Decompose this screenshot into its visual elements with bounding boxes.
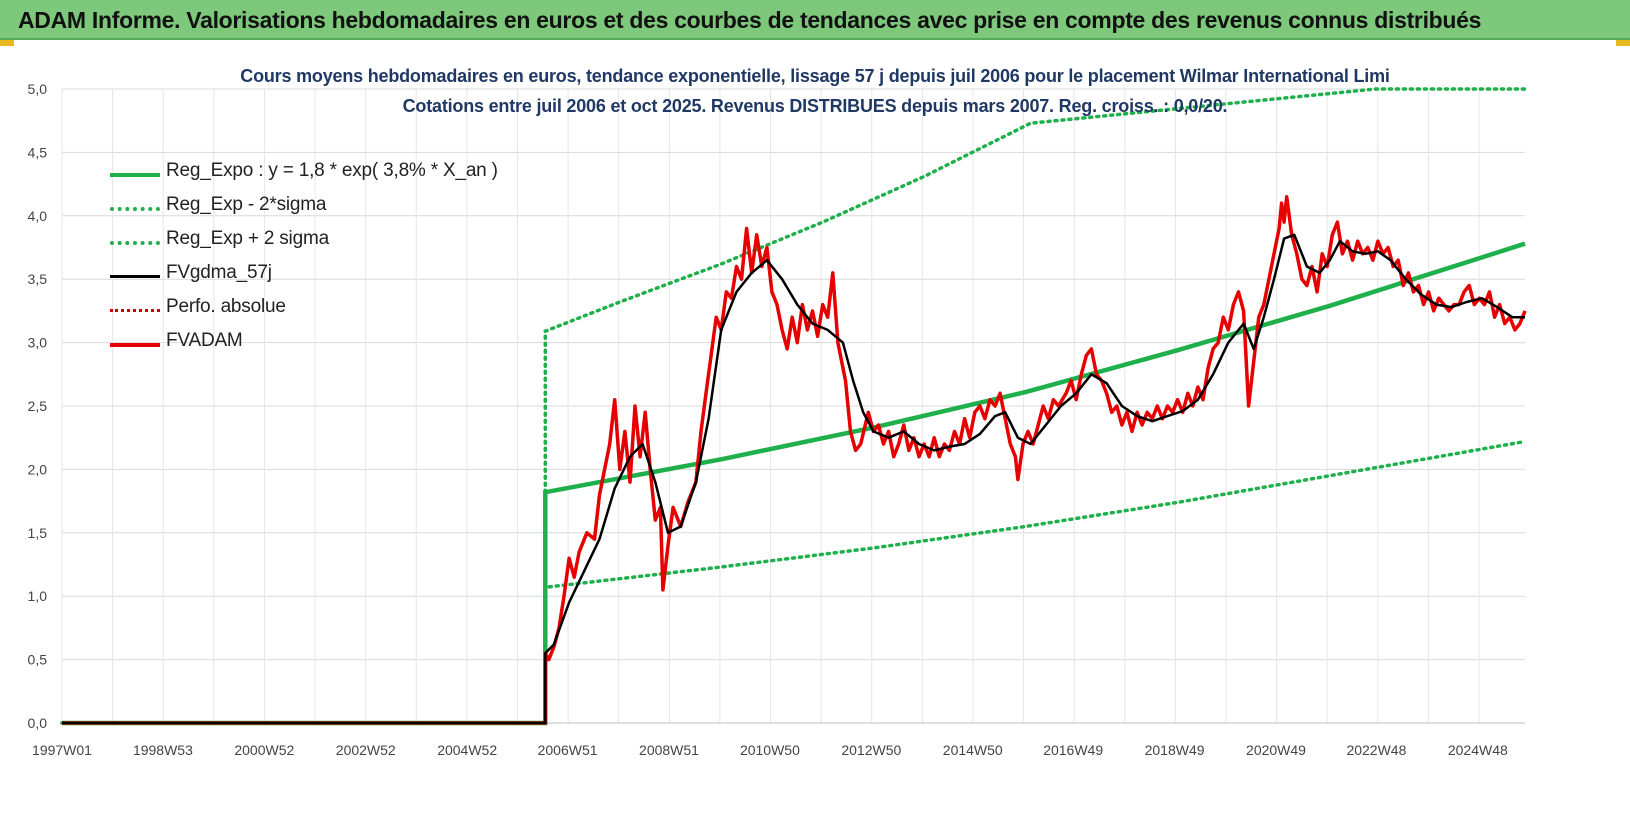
x-tick-label: 2014W50 — [943, 742, 1003, 758]
grid-lines — [61, 88, 1525, 724]
legend-swatch-reg-exp-minus — [110, 207, 160, 211]
y-tick-label: 5,0 — [28, 81, 48, 97]
y-tick-label: 1,5 — [28, 525, 48, 541]
series-line-5 — [62, 195, 1527, 725]
x-tick-label: 2022W48 — [1346, 742, 1406, 758]
legend-label: Reg_Exp + 2 sigma — [166, 228, 329, 249]
legend-label: Reg_Exp - 2*sigma — [166, 194, 327, 215]
x-tick-label: 2024W48 — [1448, 742, 1508, 758]
line-chart: 0,0 0,5 1,0 1,5 2,0 2,5 3,0 3,5 4,0 4,5 5,0 1997W0… — [28, 81, 1527, 758]
legend-label: FVADAM — [166, 330, 243, 351]
legend-swatch-fvadam — [110, 343, 160, 347]
x-tick-label: 1998W53 — [133, 742, 193, 758]
x-tick-label: 2020W49 — [1246, 742, 1306, 758]
series-line-1 — [60, 439, 1527, 725]
y-tick-label: 3,0 — [28, 335, 48, 351]
y-tick-label: 4,5 — [28, 144, 48, 160]
report-title: ADAM Informe. Valorisations hebdomadaire… — [18, 7, 1482, 33]
chart-title: Cours moyens hebdomadaires en euros, ten… — [240, 66, 1390, 86]
x-tick-label: 2006W51 — [538, 742, 598, 758]
series-line-3 — [62, 233, 1525, 725]
y-tick-label: 0,0 — [28, 715, 48, 731]
legend-label: Perfo. absolue — [166, 296, 286, 317]
x-tick-label: 1997W01 — [32, 742, 92, 758]
report-banner: ADAM Informe. Valorisations hebdomadaire… — [0, 0, 1630, 40]
legend-label: Reg_Expo : y = 1,8 * exp( 3,8% * X_an ) — [166, 160, 498, 181]
legend-swatch-perfo — [110, 309, 160, 312]
legend-swatch-fvgdma — [110, 275, 160, 278]
legend-swatch-reg-expo — [110, 173, 160, 177]
y-tick-label: 2,0 — [28, 461, 48, 477]
x-tick-label: 2010W50 — [740, 742, 800, 758]
x-tick-label: 2008W51 — [639, 742, 699, 758]
y-tick-label: 3,5 — [28, 271, 48, 287]
legend-swatch-reg-exp-plus — [110, 241, 160, 245]
x-tick-label: 2016W49 — [1043, 742, 1103, 758]
x-tick-label: 2012W50 — [841, 742, 901, 758]
y-tick-label: 4,0 — [28, 208, 48, 224]
x-tick-label: 2018W49 — [1145, 742, 1205, 758]
y-axis: 0,0 0,5 1,0 1,5 2,0 2,5 3,0 3,5 4,0 4,5 5,0 — [28, 81, 48, 731]
x-axis: 1997W01 1998W53 2000W52 2002W52 2004W52 2006W… — [32, 742, 1508, 758]
y-tick-label: 2,5 — [28, 398, 48, 414]
y-tick-label: 1,0 — [28, 588, 48, 604]
legend-label: FVgdma_57j — [166, 262, 272, 283]
x-tick-label: 2004W52 — [437, 742, 497, 758]
banner-corner-right — [1616, 40, 1630, 46]
chart-series — [60, 87, 1527, 726]
banner-corner-left — [0, 40, 14, 46]
x-tick-label: 2000W52 — [234, 742, 294, 758]
chart-subtitle: Cotations entre juil 2006 et oct 2025. R… — [402, 96, 1228, 116]
chart-area: 0,0 0,5 1,0 1,5 2,0 2,5 3,0 3,5 4,0 4,5 5,0 1997W0… — [0, 40, 1630, 815]
y-tick-label: 0,5 — [28, 652, 48, 668]
x-tick-label: 2002W52 — [336, 742, 396, 758]
